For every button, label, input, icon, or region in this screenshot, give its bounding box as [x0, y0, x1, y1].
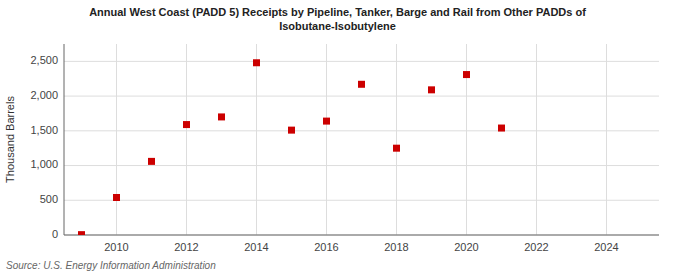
x-tick-label: 2014 — [244, 241, 268, 253]
y-tick-label: 1,000 — [30, 158, 58, 170]
x-grid-line — [186, 44, 187, 235]
x-tick-label: 2016 — [314, 241, 338, 253]
point — [393, 145, 400, 152]
y-axis-label: Thousand Barrels — [4, 96, 16, 183]
source-note: Source: U.S. Energy Information Administ… — [6, 260, 216, 271]
y-tick-label: 2,000 — [30, 89, 58, 101]
y-tick-label: 2,500 — [30, 54, 58, 66]
x-grid-line — [536, 44, 537, 235]
y-grid-line — [64, 61, 659, 62]
point — [288, 127, 295, 134]
x-grid-line — [256, 44, 257, 235]
y-grid-line — [64, 165, 659, 166]
point — [463, 71, 470, 78]
x-tick-label: 2020 — [454, 241, 478, 253]
x-tick-label: 2012 — [174, 241, 198, 253]
point — [428, 86, 435, 93]
points — [78, 59, 505, 235]
x-tick-label: 2022 — [524, 241, 548, 253]
grid — [64, 44, 659, 235]
title: Annual West Coast (PADD 5) Receipts by P… — [89, 6, 586, 32]
point — [113, 194, 120, 201]
y-grid-line — [64, 96, 659, 97]
x-tick-label: 2024 — [594, 241, 618, 253]
chart: Annual West Coast (PADD 5) Receipts by P… — [0, 0, 675, 275]
point — [78, 231, 85, 235]
y-grid-line — [64, 235, 659, 236]
point — [148, 158, 155, 165]
y-tick-label: 500 — [40, 193, 58, 205]
x-tick-label: 2010 — [104, 241, 128, 253]
y-tick-label: 1,500 — [30, 124, 58, 136]
x-axis-line — [64, 235, 659, 236]
title-line: Annual West Coast (PADD 5) Receipts by P… — [89, 6, 586, 18]
x-grid-line — [396, 44, 397, 235]
axes: 0 500 1,000 1,500 2,000 2,500 2010 2012 2014 2016… — [30, 44, 659, 253]
x-grid-line — [116, 44, 117, 235]
point — [358, 81, 365, 88]
y-axis-line — [64, 44, 65, 235]
y-grid-line — [64, 200, 659, 201]
point — [253, 59, 260, 66]
title-line: Isobutane-Isobutylene — [279, 20, 396, 32]
point — [323, 118, 330, 125]
y-grid-line — [64, 130, 659, 131]
x-tick-label: 2018 — [384, 241, 408, 253]
point — [218, 113, 225, 120]
x-grid-line — [326, 44, 327, 235]
y-tick-label: 0 — [52, 228, 58, 240]
point — [498, 125, 505, 132]
x-grid-line — [606, 44, 607, 235]
point — [183, 121, 190, 128]
